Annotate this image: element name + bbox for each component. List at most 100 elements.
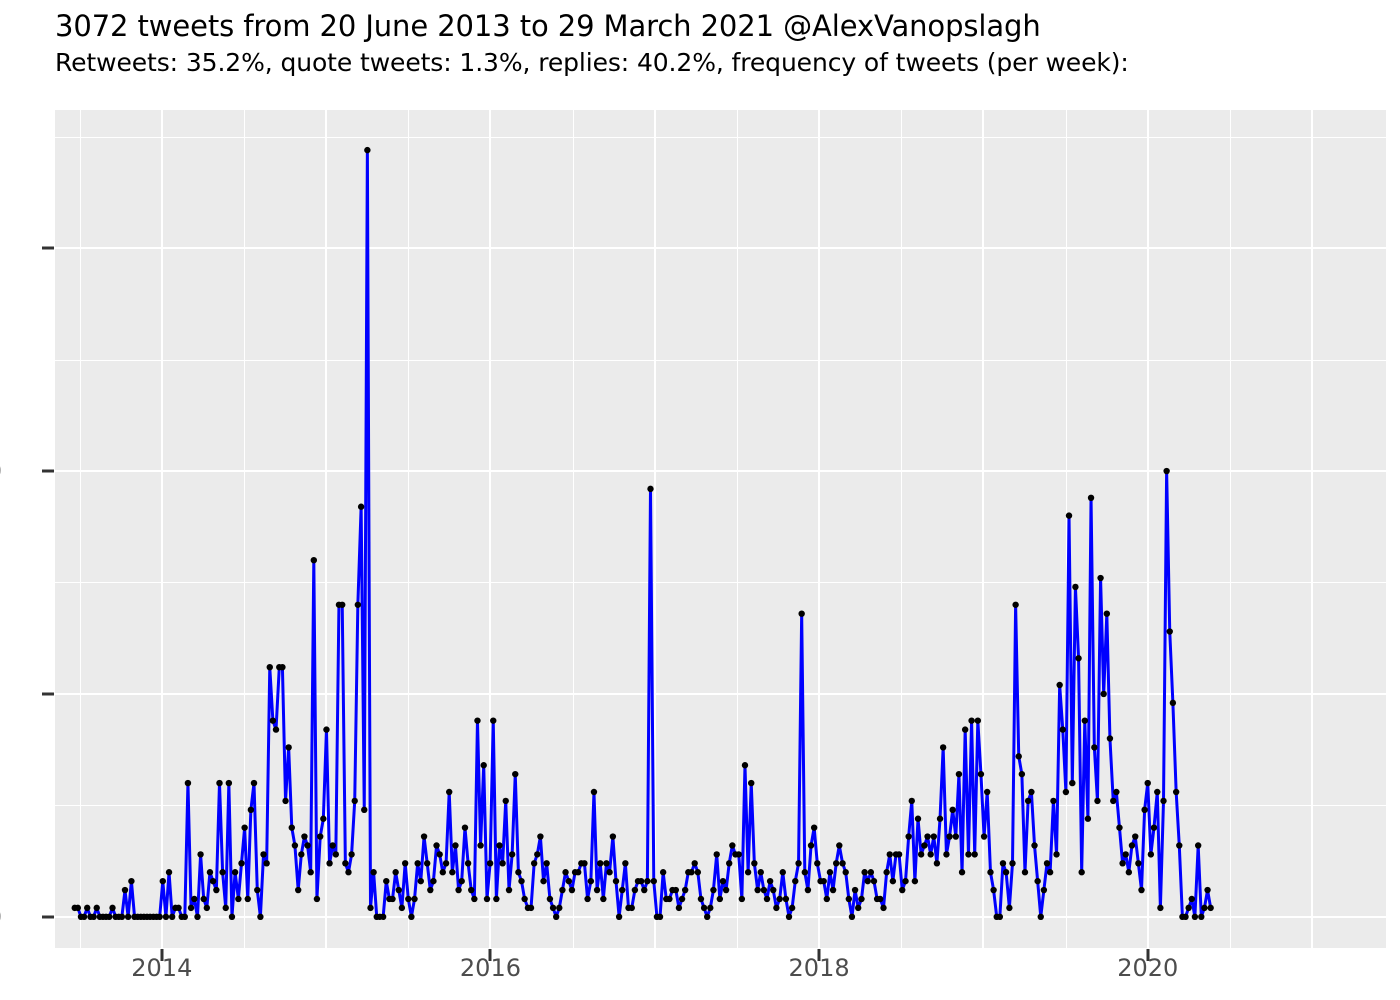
data-point xyxy=(496,842,503,849)
data-point xyxy=(1201,904,1208,912)
data-point xyxy=(543,860,550,867)
data-point xyxy=(839,860,846,867)
data-point xyxy=(568,886,576,894)
data-point xyxy=(442,860,450,867)
x-axis-tick-mark xyxy=(160,949,164,961)
data-point xyxy=(713,851,720,858)
data-point xyxy=(556,904,563,912)
data-point xyxy=(480,762,487,769)
data-point xyxy=(927,851,934,858)
data-point xyxy=(499,860,506,867)
data-point xyxy=(354,601,362,608)
gridline-minor-horizontal xyxy=(55,582,1386,584)
data-point xyxy=(1138,886,1145,894)
data-point xyxy=(74,904,82,912)
data-point xyxy=(282,797,289,805)
data-point xyxy=(1087,494,1095,501)
data-point xyxy=(641,886,648,894)
x-axis-tick-mark xyxy=(1146,949,1150,961)
data-point xyxy=(527,904,535,912)
data-point xyxy=(1122,851,1129,858)
data-point xyxy=(902,877,909,885)
data-point xyxy=(361,806,368,814)
data-point xyxy=(364,146,371,154)
data-point xyxy=(455,886,462,894)
data-point xyxy=(996,913,1004,920)
data-point xyxy=(452,842,459,849)
data-point xyxy=(848,913,856,920)
data-point xyxy=(760,886,768,894)
data-point xyxy=(917,851,925,858)
data-point xyxy=(722,886,730,894)
data-point xyxy=(1040,886,1048,894)
data-point xyxy=(518,877,525,885)
y-axis-tick-mark xyxy=(42,469,54,473)
data-point xyxy=(285,744,292,751)
data-point xyxy=(1116,824,1123,831)
data-point xyxy=(644,877,651,885)
data-point xyxy=(735,851,742,858)
data-point xyxy=(1075,655,1082,662)
data-point xyxy=(263,860,270,867)
gridline-minor-vertical xyxy=(1065,110,1067,948)
data-point xyxy=(637,877,645,885)
data-point xyxy=(883,869,890,876)
data-point xyxy=(681,886,689,894)
data-point xyxy=(990,886,997,894)
data-point xyxy=(477,842,484,849)
data-point xyxy=(672,886,679,894)
data-point xyxy=(1046,869,1054,876)
data-point xyxy=(615,913,623,920)
data-point xyxy=(949,806,956,814)
gridline-minor-horizontal xyxy=(55,136,1386,138)
data-point xyxy=(430,877,437,885)
data-point xyxy=(719,877,727,885)
data-point xyxy=(515,869,522,876)
data-point xyxy=(782,895,790,903)
data-point xyxy=(1172,788,1180,796)
data-point xyxy=(590,788,598,796)
data-point xyxy=(213,886,220,894)
data-point xyxy=(804,886,812,894)
data-point xyxy=(357,503,365,510)
data-point xyxy=(581,860,588,867)
data-point xyxy=(961,726,969,733)
data-point xyxy=(1163,467,1170,475)
data-point xyxy=(225,779,233,787)
data-point xyxy=(464,860,472,867)
data-point xyxy=(244,895,251,903)
data-point xyxy=(222,904,229,912)
y-axis-tick-label: 75 xyxy=(0,234,2,262)
data-point xyxy=(1154,788,1161,796)
data-point xyxy=(379,913,387,920)
gridline-minor-horizontal xyxy=(55,805,1386,807)
data-point xyxy=(788,904,796,912)
data-point xyxy=(348,851,355,858)
data-point xyxy=(810,824,818,831)
plot-panel xyxy=(55,110,1386,948)
data-point xyxy=(304,842,311,849)
data-point xyxy=(741,762,749,769)
data-point xyxy=(1176,842,1183,849)
data-point xyxy=(622,860,629,867)
data-point xyxy=(766,877,774,885)
data-point xyxy=(228,913,236,920)
data-point xyxy=(1065,512,1073,519)
data-point xyxy=(1113,788,1120,796)
data-point xyxy=(814,860,821,867)
data-point xyxy=(697,895,705,903)
data-point xyxy=(886,851,893,858)
data-point xyxy=(121,886,129,894)
data-point xyxy=(191,895,198,903)
data-point xyxy=(433,842,440,849)
data-point xyxy=(84,904,91,912)
data-point xyxy=(449,869,456,876)
data-point xyxy=(332,851,340,858)
data-point xyxy=(168,913,176,920)
data-point xyxy=(420,833,428,840)
data-point xyxy=(1091,744,1098,751)
data-point xyxy=(694,869,702,876)
data-point xyxy=(1072,583,1079,591)
data-point xyxy=(1169,699,1177,707)
series-line xyxy=(73,148,1213,919)
